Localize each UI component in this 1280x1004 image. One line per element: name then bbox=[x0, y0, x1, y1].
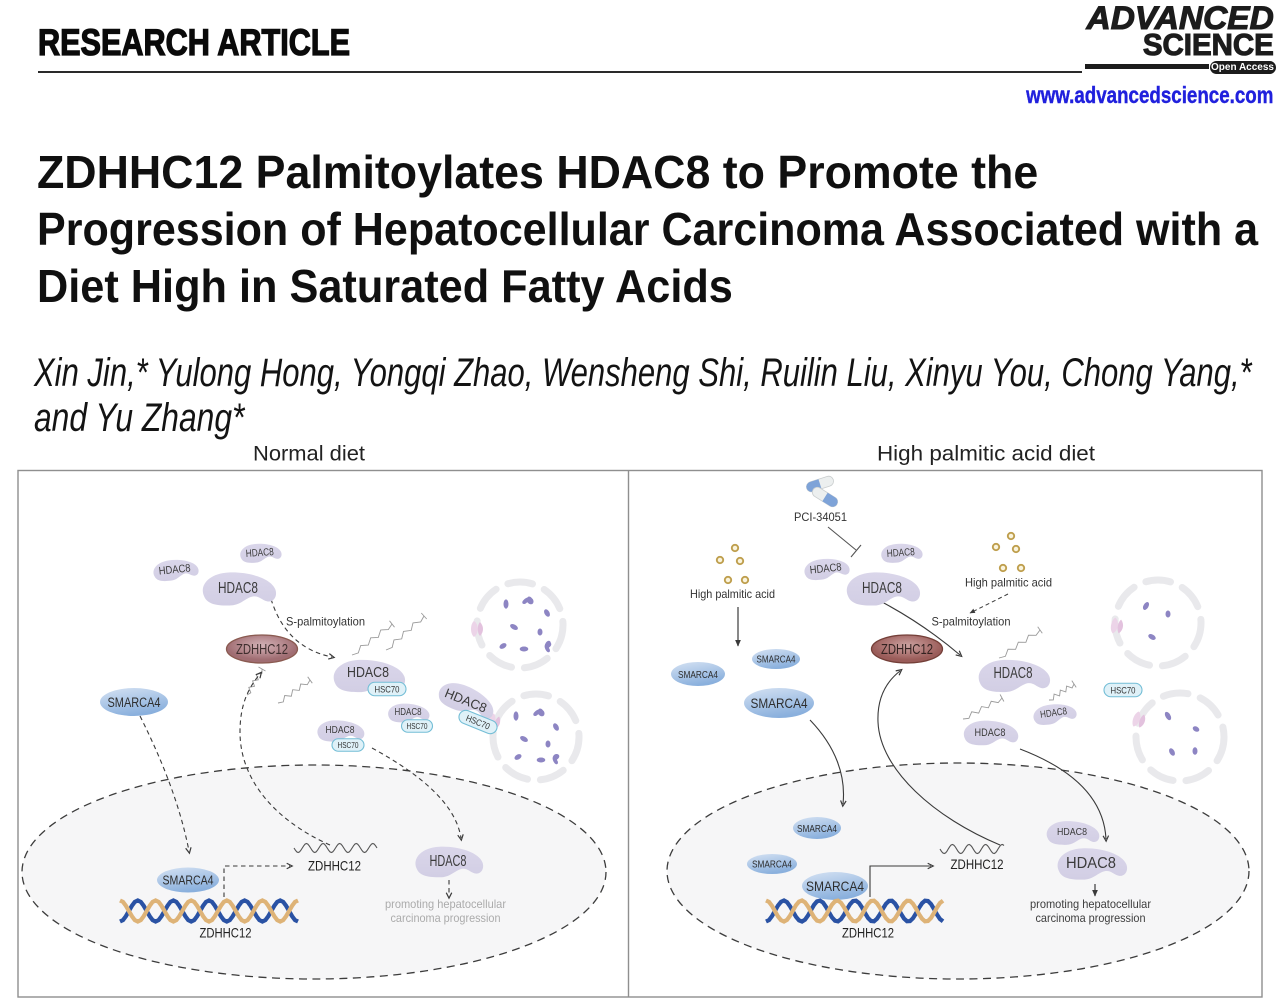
svg-text:HDAC8: HDAC8 bbox=[994, 665, 1033, 682]
svg-text:ZDHHC12: ZDHHC12 bbox=[881, 641, 933, 658]
svg-text:ZDHHC12: ZDHHC12 bbox=[236, 641, 288, 658]
svg-text:HDAC8: HDAC8 bbox=[430, 853, 467, 870]
svg-text:SMARCA4: SMARCA4 bbox=[751, 695, 808, 711]
svg-text:HDAC8: HDAC8 bbox=[886, 546, 915, 560]
svg-text:SMARCA4: SMARCA4 bbox=[678, 669, 718, 681]
svg-text:HDAC8: HDAC8 bbox=[326, 725, 355, 736]
svg-text:HDAC8: HDAC8 bbox=[1066, 855, 1116, 872]
svg-text:HDAC8: HDAC8 bbox=[862, 580, 902, 597]
svg-text:ZDHHC12: ZDHHC12 bbox=[200, 925, 252, 941]
svg-text:ZDHHC12: ZDHHC12 bbox=[308, 858, 361, 874]
svg-text:SMARCA4: SMARCA4 bbox=[163, 874, 214, 888]
svg-text:HDAC8: HDAC8 bbox=[1057, 826, 1087, 838]
svg-text:High palmitic acid diet: High palmitic acid diet bbox=[877, 442, 1095, 466]
svg-text:HSC70: HSC70 bbox=[1111, 685, 1136, 695]
svg-text:Normal diet: Normal diet bbox=[253, 442, 365, 466]
svg-text:HDAC8: HDAC8 bbox=[158, 562, 191, 577]
svg-text:HDAC8: HDAC8 bbox=[1040, 706, 1069, 721]
svg-text:ZDHHC12: ZDHHC12 bbox=[842, 925, 894, 941]
svg-text:HDAC8: HDAC8 bbox=[975, 727, 1006, 739]
svg-text:PCI-34051: PCI-34051 bbox=[794, 510, 847, 524]
svg-text:HDAC8: HDAC8 bbox=[809, 561, 842, 576]
svg-text:HDAC8: HDAC8 bbox=[245, 546, 274, 560]
svg-text:HDAC8: HDAC8 bbox=[395, 707, 422, 718]
svg-text:carcinoma progression: carcinoma progression bbox=[391, 911, 501, 925]
svg-text:SMARCA4: SMARCA4 bbox=[752, 860, 792, 871]
svg-text:HSC70: HSC70 bbox=[407, 722, 428, 731]
svg-text:High palmitic acid: High palmitic acid bbox=[965, 576, 1052, 590]
svg-text:S-palmitoylation: S-palmitoylation bbox=[932, 615, 1011, 629]
svg-text:SMARCA4: SMARCA4 bbox=[806, 878, 864, 894]
svg-text:ZDHHC12: ZDHHC12 bbox=[951, 856, 1004, 872]
svg-text:HSC70: HSC70 bbox=[338, 741, 359, 750]
svg-text:HDAC8: HDAC8 bbox=[218, 580, 258, 597]
svg-text:SMARCA4: SMARCA4 bbox=[797, 823, 837, 835]
svg-text:S-palmitoylation: S-palmitoylation bbox=[286, 615, 365, 629]
svg-text:SMARCA4: SMARCA4 bbox=[757, 655, 796, 666]
svg-text:HDAC8: HDAC8 bbox=[347, 664, 389, 681]
svg-text:High palmitic acid: High palmitic acid bbox=[690, 587, 775, 601]
svg-text:HSC70: HSC70 bbox=[375, 684, 400, 694]
svg-text:promoting hepatocellular: promoting hepatocellular bbox=[385, 897, 506, 911]
svg-text:carcinoma progression: carcinoma progression bbox=[1036, 911, 1146, 925]
svg-text:SMARCA4: SMARCA4 bbox=[108, 695, 161, 710]
svg-text:promoting hepatocellular: promoting hepatocellular bbox=[1030, 897, 1151, 911]
